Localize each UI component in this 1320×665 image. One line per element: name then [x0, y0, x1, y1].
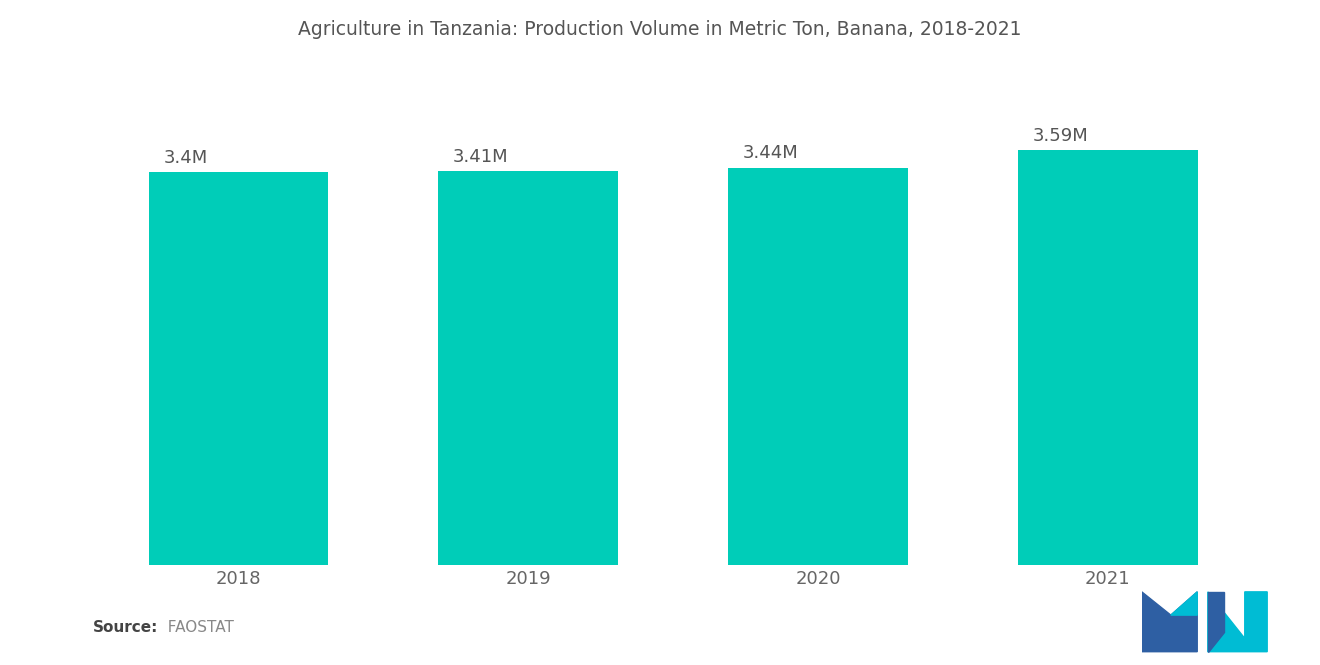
Text: 3.44M: 3.44M	[743, 144, 799, 162]
Bar	[438, 171, 618, 565]
Text: Source:: Source:	[92, 620, 158, 635]
Polygon shape	[1208, 592, 1267, 652]
Text: 3.41M: 3.41M	[453, 148, 508, 166]
Bar	[729, 168, 908, 565]
Bar	[1018, 150, 1197, 565]
Text: FAOSTAT: FAOSTAT	[158, 620, 234, 635]
Polygon shape	[1142, 592, 1197, 652]
Polygon shape	[1171, 592, 1197, 615]
Bar	[149, 172, 329, 565]
Polygon shape	[1208, 592, 1224, 652]
Text: Agriculture in Tanzania: Production Volume in Metric Ton, Banana, 2018-2021: Agriculture in Tanzania: Production Volu…	[298, 20, 1022, 39]
Text: 3.59M: 3.59M	[1032, 127, 1088, 145]
Text: 3.4M: 3.4M	[164, 149, 207, 167]
